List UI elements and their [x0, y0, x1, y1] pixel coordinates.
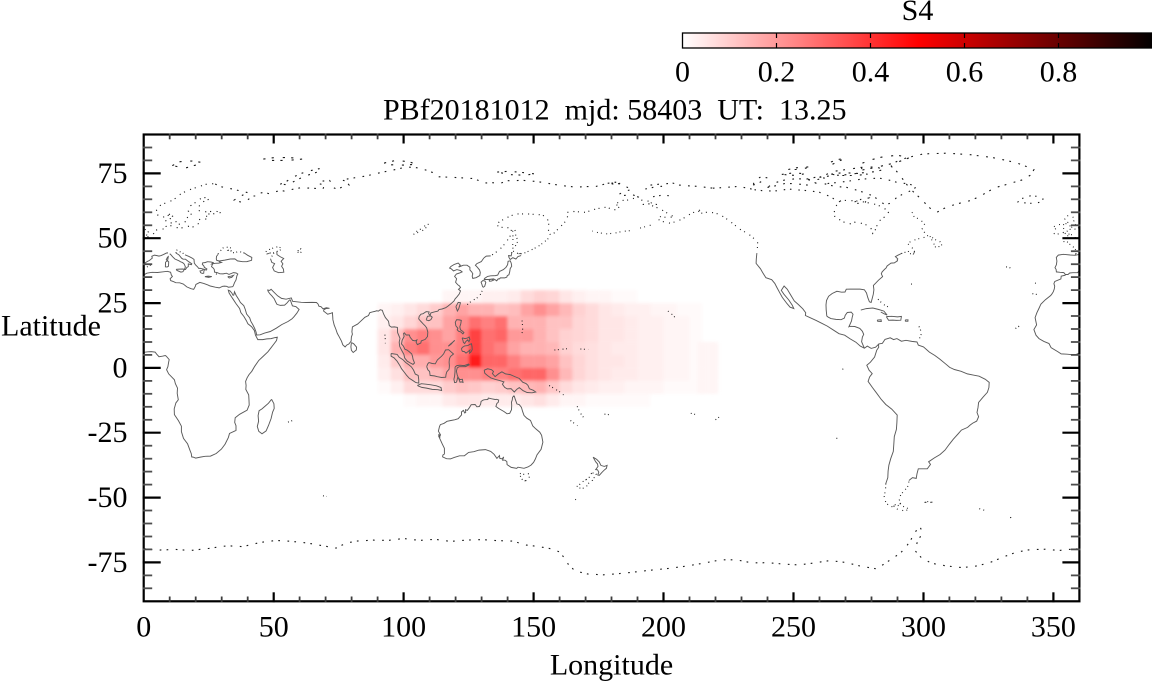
svg-text:350: 350	[1031, 611, 1076, 644]
svg-text:100: 100	[381, 611, 426, 644]
svg-text:0.4: 0.4	[852, 56, 890, 89]
svg-text:0: 0	[675, 56, 690, 89]
svg-text:0.8: 0.8	[1040, 56, 1078, 89]
svg-text:Latitude: Latitude	[1, 310, 101, 343]
svg-text:-75: -75	[88, 546, 128, 579]
svg-text:PBf20181012 mjd: 58403 UT:: PBf20181012 mjd: 58403 UT: 13.25	[383, 94, 847, 127]
svg-text:0.2: 0.2	[758, 56, 796, 89]
svg-text:150: 150	[511, 611, 556, 644]
svg-text:Longitude: Longitude	[550, 649, 673, 682]
svg-text:75: 75	[98, 157, 128, 190]
svg-text:0: 0	[113, 351, 128, 384]
svg-text:S4: S4	[902, 0, 934, 27]
svg-text:300: 300	[901, 611, 946, 644]
svg-text:50: 50	[259, 611, 289, 644]
svg-text:0.6: 0.6	[946, 56, 984, 89]
svg-text:50: 50	[98, 222, 128, 255]
svg-text:200: 200	[641, 611, 686, 644]
svg-text:0: 0	[136, 611, 151, 644]
svg-text:250: 250	[771, 611, 816, 644]
svg-text:-25: -25	[88, 416, 128, 449]
svg-text:25: 25	[98, 287, 128, 320]
svg-text:-50: -50	[88, 481, 128, 514]
